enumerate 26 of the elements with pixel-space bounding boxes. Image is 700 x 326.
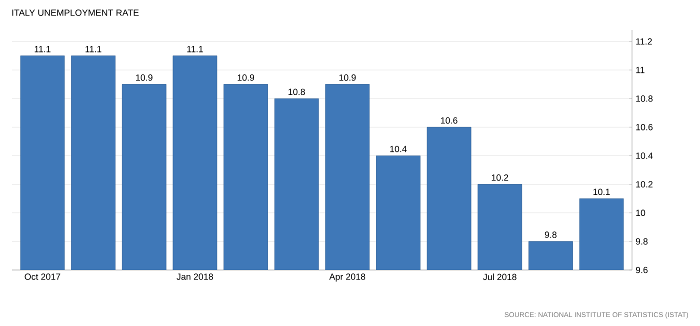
y-tick-label: 10.8: [636, 95, 653, 102]
data-label: 10.9: [238, 74, 254, 81]
data-label: 10.6: [441, 117, 458, 124]
y-tick-label: 10: [636, 210, 646, 216]
x-tick-label: Jul 2018: [483, 274, 516, 280]
data-label: 11.1: [187, 46, 203, 52]
data-label: 10.1: [593, 188, 610, 196]
data-label: 11.1: [34, 46, 50, 52]
y-tick-label: 11.2: [636, 38, 652, 45]
y-tick-label: 9.6: [636, 266, 648, 274]
y-tick-label: 10.6: [636, 124, 653, 130]
y-tick-label: 11: [636, 66, 644, 74]
data-label: 10.8: [288, 88, 305, 96]
x-tick-label: Apr 2018: [329, 274, 366, 282]
data-label: 10.9: [339, 74, 356, 81]
data-label: 9.8: [544, 232, 557, 238]
x-tick-label: Oct 2017: [24, 274, 60, 280]
data-label: 11.1: [86, 46, 102, 52]
data-label: 10.4: [390, 146, 407, 152]
x-tick-label: Jan 2018: [176, 274, 213, 280]
y-tick-label: 10.2: [636, 181, 653, 188]
data-label: 10.2: [492, 174, 508, 181]
chart-title: ITALY UNEMPLOYMENT RATE: [12, 10, 139, 16]
y-tick-label: 10.4: [636, 152, 653, 159]
data-label: 10.9: [136, 74, 152, 81]
y-tick-label: 9.8: [636, 238, 648, 245]
